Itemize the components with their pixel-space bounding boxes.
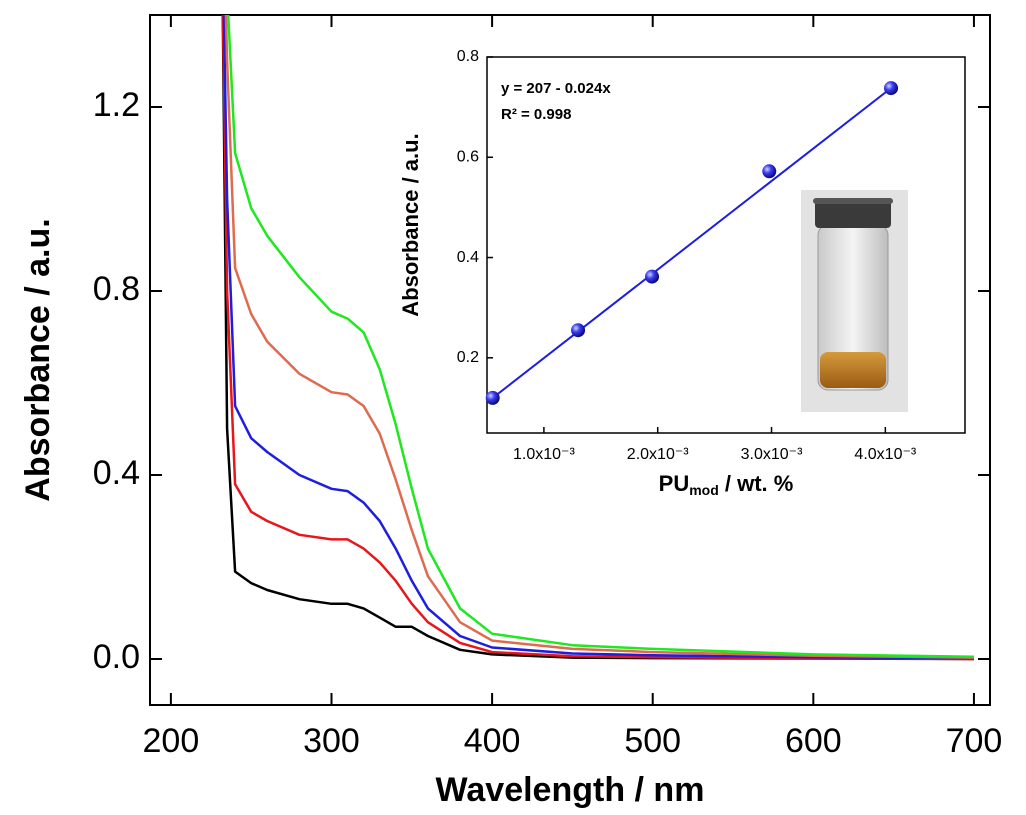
x-axis-label: PUmod / wt. %: [659, 471, 794, 498]
data-point: [884, 81, 899, 96]
annotation: y = 207 - 0.024x: [501, 80, 611, 97]
y-tick-label: 1.2: [93, 86, 140, 124]
y-tick-label: 0.4: [457, 249, 479, 266]
data-point: [485, 390, 500, 405]
plot-frame: [149, 14, 991, 706]
series-line: [224, 15, 974, 659]
x-tick-label: 4.0x10⁻³: [854, 446, 916, 463]
fit-line: [492, 87, 892, 399]
series-line: [221, 15, 974, 661]
y-axis-label: Absorbance / a.u.: [19, 218, 57, 501]
vial-photo: [801, 190, 908, 412]
plot-frame: [486, 56, 966, 434]
x-tick-label: 600: [785, 722, 842, 760]
lines: [221, 15, 974, 661]
x-axis-label-part: / wt. %: [719, 471, 794, 496]
x-tick-label: 400: [464, 722, 521, 760]
data-point: [571, 323, 586, 338]
y-tick-label: 0.4: [93, 454, 140, 492]
y-tick-label: 0.6: [457, 148, 479, 165]
y-tick-label: 0.8: [93, 270, 140, 308]
y-tick-label: 0.2: [457, 349, 479, 366]
x-tick-label: 3.0x10⁻³: [741, 446, 803, 463]
x-axis-label-part: PU: [659, 471, 690, 496]
x-tick-label: 200: [143, 722, 200, 760]
x-tick-label: 500: [624, 722, 681, 760]
main-plot: 200 300 400 500 600 700 0.0 0.4 0.8 1.2 Wavelength…: [19, 14, 1003, 809]
x-tick-label: 700: [946, 722, 1003, 760]
x-axis-label: Wavelength / nm: [436, 771, 705, 809]
series-line: [226, 15, 974, 658]
y-tick-label: 0.0: [93, 638, 140, 676]
data-point: [762, 164, 777, 179]
x-tick-label: 1.0x10⁻³: [513, 446, 575, 463]
series-line: [222, 15, 974, 660]
y-tick-label: 0.8: [457, 48, 479, 65]
inset-plot: 1.0x10⁻³ 2.0x10⁻³ 3.0x10⁻³ 4.0x10⁻³ 0.2 0.4 0.…: [398, 48, 966, 498]
y-axis-label: Absorbance / a.u.: [398, 133, 423, 316]
annotation: R² = 0.998: [501, 106, 571, 123]
x-axis-label-part: mod: [689, 482, 719, 498]
data-point: [645, 269, 660, 284]
series-line: [221, 15, 974, 661]
x-tick-label: 300: [303, 722, 360, 760]
x-tick-label: 2.0x10⁻³: [627, 446, 689, 463]
